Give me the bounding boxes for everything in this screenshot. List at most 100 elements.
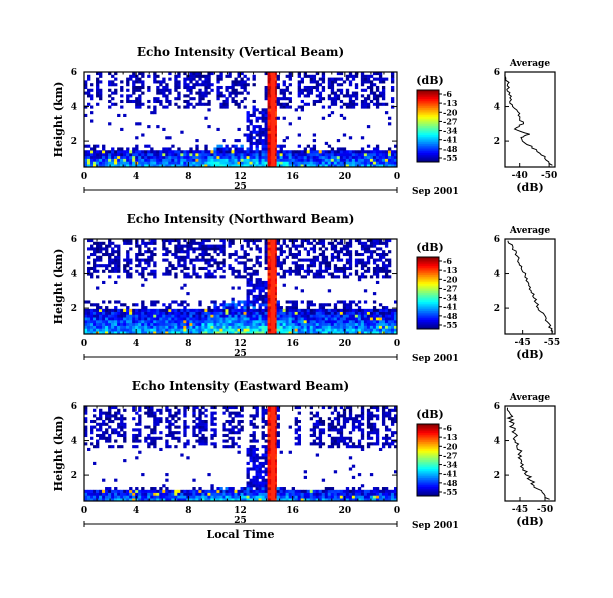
heatmap-cell <box>336 269 341 273</box>
heatmap-cell <box>282 155 286 159</box>
heatmap-cell <box>222 99 226 104</box>
heatmap-cell <box>96 489 100 493</box>
heatmap-cell <box>348 164 353 168</box>
heatmap-cell <box>312 322 317 326</box>
heatmap-cell <box>261 453 265 457</box>
heatmap-cell <box>183 283 187 287</box>
heatmap-cell <box>117 164 121 168</box>
heatmap-cell <box>222 258 226 262</box>
heatmap-cell <box>186 303 190 307</box>
heatmap-cell <box>258 492 262 496</box>
heatmap-cell <box>378 150 383 154</box>
heatmap-cell <box>375 275 380 279</box>
heatmap-cell <box>111 155 115 159</box>
heatmap-cell <box>264 94 268 98</box>
heatmap-cell <box>249 317 253 321</box>
heatmap-cell <box>273 414 277 418</box>
heatmap-cell <box>138 250 142 254</box>
heatmap-cell <box>342 422 347 426</box>
heatmap-cell <box>273 136 277 140</box>
heatmap-cell <box>315 94 320 98</box>
heatmap-cell <box>144 155 148 159</box>
colorbar-frame <box>416 256 440 330</box>
heatmap-cell <box>255 239 259 243</box>
heatmap-cell <box>129 489 133 493</box>
heatmap-cell <box>267 158 271 162</box>
heatmap-cell <box>192 158 196 162</box>
heatmap-cell <box>345 314 350 318</box>
heatmap-cell <box>300 244 304 248</box>
heatmap-cell <box>288 317 292 321</box>
heatmap-cell <box>282 139 286 143</box>
heatmap-cell <box>273 241 277 245</box>
heatmap-cell <box>228 489 232 493</box>
heatmap-cell <box>198 408 202 412</box>
heatmap-cell <box>123 155 127 159</box>
heatmap-cell <box>258 311 262 315</box>
heatmap-cell <box>234 88 238 92</box>
heatmap-cell <box>231 442 235 446</box>
heatmap-cell <box>207 317 211 321</box>
heatmap-cell <box>159 495 163 499</box>
heatmap-cell <box>165 136 169 140</box>
heatmap-cell <box>315 269 320 273</box>
heatmap-cell <box>201 406 205 410</box>
heatmap-cell <box>213 433 217 438</box>
heatmap-cell <box>153 308 157 312</box>
heatmap-cell <box>366 445 371 449</box>
heatmap-cell <box>255 272 259 276</box>
heatmap-cell <box>387 495 392 499</box>
heatmap-cell <box>165 306 169 310</box>
heatmap-cell <box>177 255 181 259</box>
heatmap-cell <box>264 433 268 438</box>
heatmap-cell <box>393 431 398 435</box>
heatmap-cell <box>162 308 166 312</box>
heatmap-cell <box>192 105 196 109</box>
heatmap-cell <box>246 467 250 471</box>
heatmap-cell <box>246 308 250 312</box>
heatmap-cell <box>210 492 214 496</box>
heatmap-cell <box>231 436 235 440</box>
heatmap-cell <box>111 314 115 318</box>
heatmap-cell <box>279 150 283 154</box>
heatmap-cell <box>84 320 88 324</box>
heatmap-cell <box>294 495 298 499</box>
heatmap-cell <box>273 85 277 90</box>
heatmap-cell <box>183 85 187 90</box>
heatmap-cell <box>126 164 130 168</box>
heatmap-cell <box>381 97 386 101</box>
heatmap-cell <box>378 317 383 321</box>
echo-spike <box>271 72 276 167</box>
heatmap-cell <box>135 489 139 493</box>
x-tick-label: 0 <box>394 506 400 516</box>
heatmap-cell <box>96 433 100 438</box>
heatmap-cell <box>369 492 374 496</box>
heatmap-cell <box>312 80 317 84</box>
heatmap-cell <box>195 433 199 438</box>
heatmap-cell <box>282 308 286 312</box>
heatmap-cell <box>183 317 187 321</box>
heatmap-cell <box>267 439 271 443</box>
heatmap-cell <box>222 317 226 321</box>
heatmap-cell <box>105 250 109 254</box>
heatmap-cell <box>279 266 283 271</box>
heatmap-cell <box>123 498 127 502</box>
heatmap-cell <box>162 325 166 329</box>
heatmap-cell <box>159 153 163 157</box>
heatmap-cell <box>240 331 244 335</box>
heatmap-cell <box>366 442 371 446</box>
heatmap-cell <box>318 99 323 104</box>
heatmap-cell <box>357 442 362 446</box>
heatmap-cell <box>129 492 133 496</box>
heatmap-cell <box>264 487 268 491</box>
heatmap-cell <box>135 317 139 321</box>
heatmap-cell <box>231 91 235 95</box>
heatmap-cell <box>354 322 359 326</box>
heatmap-cell <box>186 311 190 315</box>
heatmap-cell <box>273 320 277 324</box>
heatmap-cell <box>339 436 344 440</box>
heatmap-cell <box>135 495 139 499</box>
heatmap-cell <box>324 328 329 332</box>
date-label: 25 <box>234 349 247 359</box>
heatmap-cell <box>177 105 181 109</box>
